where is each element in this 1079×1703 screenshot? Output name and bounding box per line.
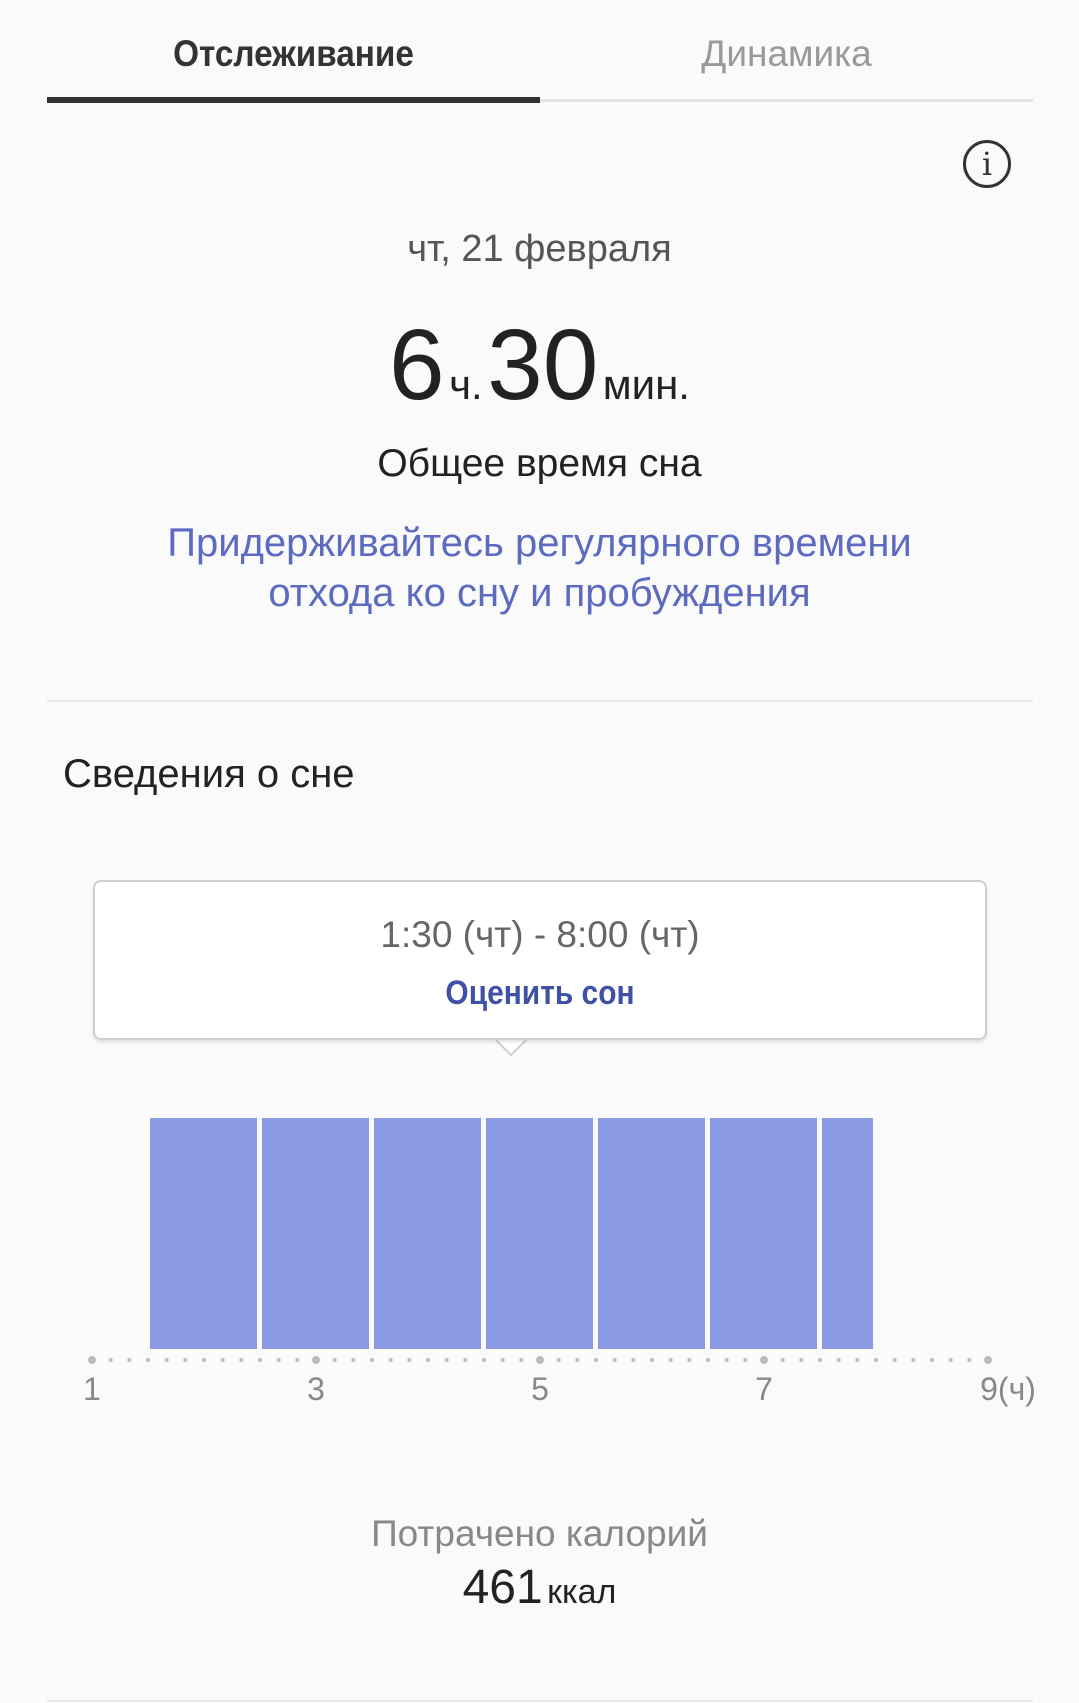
sleep-bar bbox=[374, 1118, 481, 1349]
axis-dot bbox=[388, 1358, 393, 1362]
axis-dot bbox=[948, 1358, 953, 1362]
axis-dot bbox=[108, 1358, 113, 1362]
tab-track bbox=[540, 99, 1033, 102]
x-tick-label: 9(ч) bbox=[980, 1371, 1036, 1407]
x-tick-label: 3 bbox=[307, 1371, 325, 1407]
sleep-bar bbox=[150, 1118, 257, 1349]
axis-dot bbox=[668, 1358, 673, 1362]
axis-dot bbox=[183, 1358, 188, 1362]
axis-dot bbox=[482, 1358, 486, 1362]
tab-tracking[interactable]: Отслеживание bbox=[173, 33, 414, 74]
sleep-bar bbox=[710, 1118, 817, 1349]
axis-dot bbox=[575, 1358, 580, 1362]
hours-unit: ч. bbox=[449, 361, 483, 408]
axis-dot bbox=[519, 1358, 524, 1362]
x-tick-label: 7 bbox=[755, 1371, 773, 1407]
advice-line: Придерживайтесь регулярного времени bbox=[167, 521, 912, 565]
sleep-advice[interactable]: Придерживайтесь регулярного времени отхо… bbox=[0, 518, 1079, 618]
divider bbox=[47, 1700, 1033, 1702]
rate-sleep-link[interactable]: Оценить сон bbox=[445, 974, 635, 1012]
axis-dot bbox=[146, 1358, 150, 1362]
axis-dot bbox=[351, 1358, 356, 1362]
axis-dot bbox=[426, 1358, 430, 1362]
axis-dot bbox=[706, 1358, 710, 1362]
sleep-bar bbox=[598, 1118, 705, 1349]
axis-major-dot bbox=[536, 1356, 544, 1364]
date-label: чт, 21 февраля bbox=[407, 228, 672, 270]
axis-dot bbox=[220, 1358, 225, 1362]
sleep-bar bbox=[822, 1118, 873, 1349]
sleep-bar bbox=[262, 1118, 369, 1349]
axis-dot bbox=[687, 1358, 692, 1362]
x-tick-label: 5 bbox=[531, 1371, 549, 1407]
axis-dot bbox=[444, 1358, 449, 1362]
sleep-bar bbox=[486, 1118, 593, 1349]
axis-dot bbox=[911, 1358, 916, 1362]
axis-dot bbox=[239, 1358, 244, 1362]
axis-dot bbox=[724, 1358, 729, 1362]
axis-dot bbox=[463, 1358, 468, 1362]
sleep-chart: 1 3 5 7 9(ч) bbox=[83, 1118, 1036, 1407]
axis-dot bbox=[276, 1358, 281, 1362]
total-duration: 6 ч. 30 мин. bbox=[0, 308, 1079, 423]
axis-dot bbox=[594, 1358, 598, 1362]
minutes-unit: мин. bbox=[602, 361, 690, 408]
axis-dot bbox=[164, 1358, 169, 1362]
axis-dot bbox=[892, 1358, 897, 1362]
axis-dot bbox=[818, 1358, 822, 1362]
advice-line: отхода ко сну и пробуждения bbox=[268, 571, 811, 615]
minutes-value: 30 bbox=[487, 309, 599, 421]
axis-dot bbox=[836, 1358, 841, 1362]
x-tick-label: 1 bbox=[83, 1371, 101, 1407]
calories-unit: ккал bbox=[547, 1573, 617, 1611]
calories-value: 461 bbox=[462, 1561, 543, 1614]
duration-label: Общее время сна bbox=[377, 442, 702, 485]
info-icon[interactable]: i bbox=[963, 140, 1011, 188]
axis-dot bbox=[930, 1358, 934, 1362]
section-title: Сведения о сне bbox=[63, 752, 355, 796]
axis-dot bbox=[202, 1358, 206, 1362]
axis-dot bbox=[556, 1358, 561, 1362]
axis-dot bbox=[743, 1358, 748, 1362]
sleep-time-range: 1:30 (чт) - 8:00 (чт) bbox=[380, 914, 700, 955]
axis-dot bbox=[967, 1358, 972, 1362]
axis-dot bbox=[332, 1358, 337, 1362]
axis-major-dot bbox=[312, 1356, 320, 1364]
axis-dot bbox=[500, 1358, 505, 1362]
axis-dot bbox=[258, 1358, 262, 1362]
calories-readout: 461 ккал bbox=[0, 1560, 1079, 1615]
axis-dot bbox=[127, 1358, 132, 1362]
sleep-tooltip: 1:30 (чт) - 8:00 (чт) Оценить сон bbox=[93, 880, 987, 1040]
axis-dot bbox=[631, 1358, 636, 1362]
axis-dot bbox=[650, 1358, 654, 1362]
axis-dot bbox=[874, 1358, 878, 1362]
active-tab-indicator bbox=[47, 97, 540, 103]
axis-dot bbox=[407, 1358, 412, 1362]
axis-major-dot bbox=[760, 1356, 768, 1364]
axis-dot bbox=[370, 1358, 374, 1362]
hours-value: 6 bbox=[389, 309, 445, 421]
divider bbox=[47, 700, 1033, 702]
axis-dot bbox=[295, 1358, 300, 1362]
tab-dynamics[interactable]: Динамика bbox=[701, 33, 872, 74]
axis-major-dot bbox=[88, 1356, 96, 1364]
axis-dot bbox=[780, 1358, 785, 1362]
axis-dot bbox=[855, 1358, 860, 1362]
axis-dot bbox=[612, 1358, 617, 1362]
calories-label: Потрачено калорий bbox=[371, 1513, 708, 1554]
axis-major-dot bbox=[984, 1356, 992, 1364]
axis-dot bbox=[799, 1358, 804, 1362]
